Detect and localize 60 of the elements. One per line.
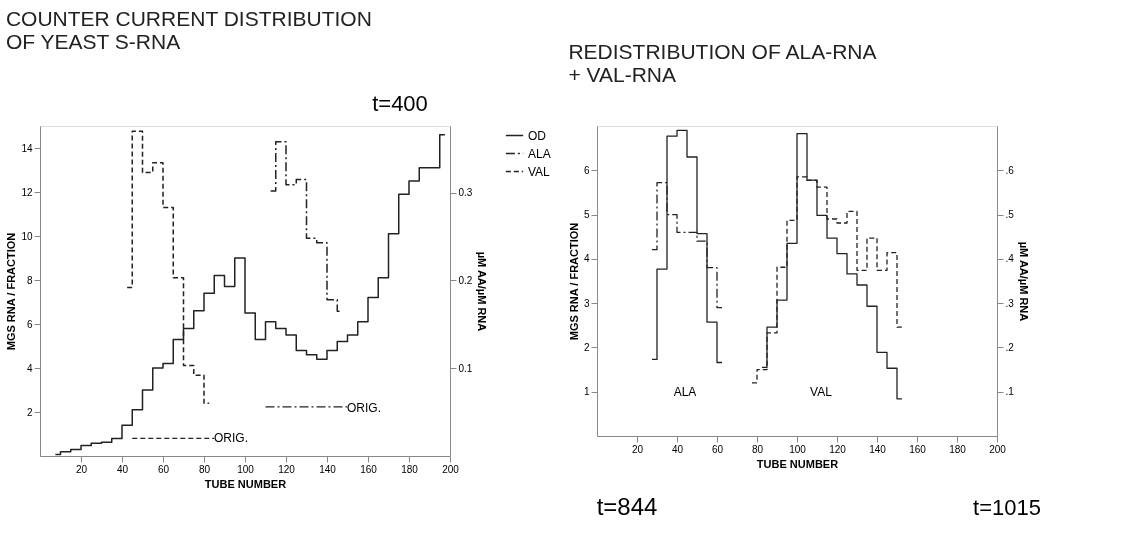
y-tick-label: 6 xyxy=(26,318,33,330)
text: t=400 xyxy=(372,91,428,116)
x-tick-label: 80 xyxy=(751,443,764,455)
x-tick-label: 40 xyxy=(671,443,684,455)
y-tick-label: 2 xyxy=(26,406,33,418)
y-tick-label: 2 xyxy=(583,341,590,353)
x-tick-label: 160 xyxy=(909,443,927,455)
y-tick-label: 6 xyxy=(583,164,590,176)
y2-tick-label: .3 xyxy=(1005,297,1015,309)
x-axis-title: TUBE NUMBER xyxy=(204,477,287,490)
y-tick-label: 10 xyxy=(21,230,33,242)
x-tick-label: 20 xyxy=(75,463,88,475)
legend-label: OD xyxy=(528,128,547,143)
y2-tick-label: 0.2 xyxy=(458,274,473,286)
y2-tick-label: 0.3 xyxy=(458,187,473,199)
x-tick-label: 180 xyxy=(401,463,419,475)
x-tick-label: 120 xyxy=(829,443,847,455)
y2-tick-label: .1 xyxy=(1005,386,1015,398)
x-tick-label: 200 xyxy=(989,443,1007,455)
legend-label: VAL xyxy=(528,164,551,179)
y2-tick-label: 0.1 xyxy=(458,362,473,374)
y2-axis-title: µM AA/µM RNA xyxy=(1017,241,1030,322)
text: t=1015 xyxy=(973,495,1041,520)
x-tick-label: 60 xyxy=(711,443,724,455)
annotation: ALA xyxy=(673,385,697,399)
annotation: ORIG. xyxy=(346,401,382,415)
y2-tick-label: .2 xyxy=(1005,341,1015,353)
chart-title: REDISTRIBUTION OF ALA-RNA + VAL-RNA xyxy=(568,40,877,86)
y-tick-label: 1 xyxy=(583,386,590,398)
y-tick-label: 5 xyxy=(583,209,590,221)
legend-label: ALA xyxy=(528,146,551,161)
x-tick-label: 180 xyxy=(949,443,967,455)
x-tick-label: 60 xyxy=(157,463,170,475)
y-tick-label: 8 xyxy=(26,274,33,286)
x-axis-title: TUBE NUMBER xyxy=(756,457,839,470)
y-tick-label: 12 xyxy=(21,186,33,198)
x-tick-label: 100 xyxy=(237,463,255,475)
x-tick-label: 140 xyxy=(869,443,887,455)
x-tick-label: 160 xyxy=(360,463,378,475)
x-tick-label: 140 xyxy=(319,463,337,475)
x-tick-label: 40 xyxy=(116,463,129,475)
y-tick-label: 3 xyxy=(583,297,590,309)
text: t=844 xyxy=(596,493,658,520)
y2-tick-label: .6 xyxy=(1005,164,1015,176)
y2-tick-label: .5 xyxy=(1005,209,1015,221)
y-axis-title: MGS RNA / FRACTION xyxy=(567,222,580,341)
x-tick-label: 100 xyxy=(789,443,807,455)
x-tick-label: 200 xyxy=(442,463,460,475)
y-tick-label: 14 xyxy=(21,142,33,154)
x-tick-label: 20 xyxy=(631,443,644,455)
x-tick-label: 80 xyxy=(198,463,211,475)
chart-title: COUNTER CURRENT DISTRIBUTION OF YEAST S-RNA xyxy=(5,7,372,53)
y2-tick-label: .4 xyxy=(1005,253,1015,265)
y-axis-title: MGS RNA / FRACTION xyxy=(5,232,18,351)
y-tick-label: 4 xyxy=(583,253,590,265)
annotation: VAL xyxy=(810,385,833,399)
y-tick-label: 4 xyxy=(26,362,33,374)
x-tick-label: 120 xyxy=(278,463,296,475)
annotation: ORIG. xyxy=(213,431,249,445)
y2-axis-title: µM AA/µM RNA xyxy=(476,251,489,332)
